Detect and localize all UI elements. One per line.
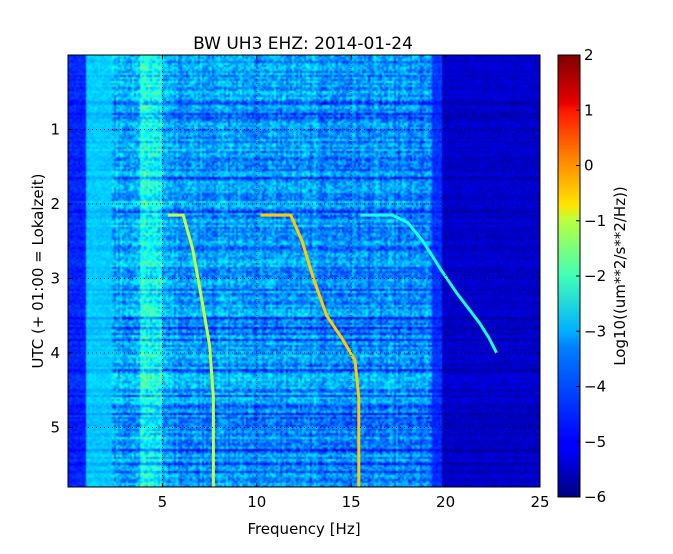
x-tick-label: 25 (530, 493, 549, 511)
colorbar-tick-label: 2 (584, 46, 594, 64)
colorbar-label: Log10((um**2/s**2/Hz)) (611, 186, 629, 366)
colorbar-tick-label: −4 (584, 378, 606, 396)
x-tick-label: 10 (247, 493, 266, 511)
spectrogram-heatmap (68, 55, 540, 487)
grid-lines (68, 55, 540, 487)
y-tick-label: 3 (50, 269, 60, 287)
colorbar-tick-label: −2 (584, 267, 606, 285)
colorbar-tick-label: −5 (584, 433, 606, 451)
y-axis-ticks: 1 2 3 4 5 (50, 120, 540, 436)
colorbar-tick-label: 1 (584, 101, 594, 119)
y-tick-label: 4 (50, 344, 60, 362)
y-tick-label: 2 (50, 195, 60, 213)
colorbar-tick-label: −6 (584, 488, 606, 506)
x-tick-label: 5 (158, 493, 168, 511)
x-axis-ticks: 5 10 15 20 25 (158, 55, 550, 511)
y-tick-label: 1 (50, 120, 60, 138)
x-tick-label: 15 (342, 493, 361, 511)
y-tick-label: 5 (50, 418, 60, 436)
x-axis-label: Frequency [Hz] (247, 520, 360, 538)
sweep-trace-3 (360, 213, 498, 354)
plot-area: 5 10 15 20 25 1 2 3 4 5 (50, 54, 550, 511)
colorbar-tick-label: −1 (584, 212, 606, 230)
x-tick-label: 20 (436, 493, 455, 511)
y-axis-label: UTC (+ 01:00 = Lokalzeit) (29, 173, 47, 368)
sweep-trace-2 (260, 213, 361, 487)
sweep-trace-1 (168, 213, 215, 487)
chart-title: BW UH3 EHZ: 2014-01-24 (193, 34, 413, 54)
plot-frame (67, 54, 541, 488)
colorbar: 2 1 0 −1 −2 −3 −4 −5 −6 Log10((um**2/s**2/Hz)) (557, 46, 629, 506)
colorbar-ticks: 2 1 0 −1 −2 −3 −4 −5 −6 (576, 46, 606, 506)
colorbar-tick-label: −3 (584, 322, 606, 340)
colorbar-tick-label: 0 (584, 157, 594, 175)
